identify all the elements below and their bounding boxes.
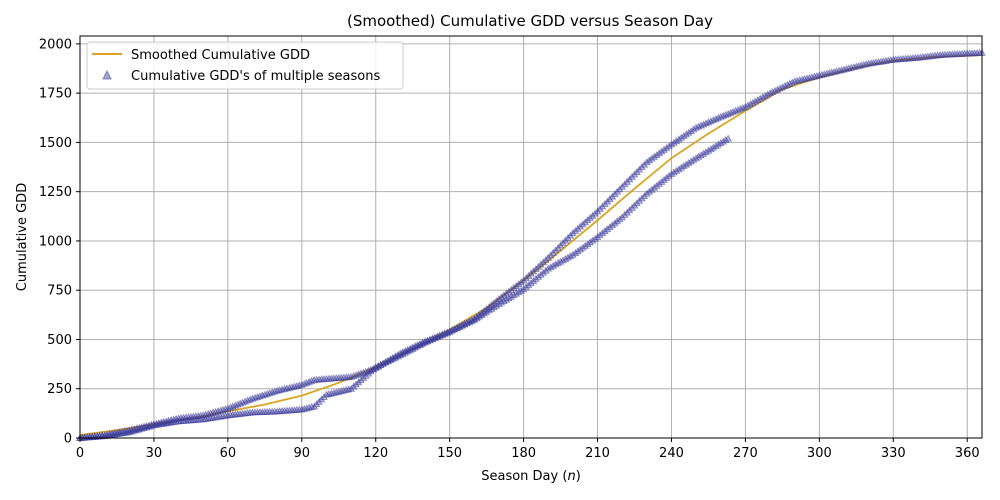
season-marker xyxy=(608,192,617,200)
season-marker xyxy=(605,195,614,203)
season-marker xyxy=(630,170,639,178)
season-markers xyxy=(76,48,986,442)
season-marker xyxy=(544,253,553,261)
season-marker xyxy=(603,197,612,205)
season-marker xyxy=(628,172,636,180)
smoothed-line xyxy=(79,54,980,436)
legend-marker-swatch xyxy=(102,69,112,80)
y-tick-label: 1000 xyxy=(39,234,72,249)
x-axis-ticks: 0 30 60 90 120 150 180 210 240 270 300 330 360 xyxy=(76,438,980,461)
y-tick-label: 750 xyxy=(47,284,72,299)
smoothed-series xyxy=(79,54,980,436)
x-tick-label: 150 xyxy=(437,446,462,461)
y-tick-label: 2000 xyxy=(39,37,72,52)
season-marker xyxy=(601,199,609,207)
y-tick-label: 250 xyxy=(47,382,72,397)
season-marker xyxy=(633,167,641,175)
season-marker xyxy=(618,182,627,190)
season-marker xyxy=(556,241,565,249)
season-marker xyxy=(561,236,570,244)
season-marker xyxy=(613,187,622,195)
x-tick-label: 210 xyxy=(585,446,610,461)
season-marker xyxy=(625,175,634,183)
season-marker xyxy=(554,243,562,251)
y-tick-label: 500 xyxy=(47,333,72,348)
legend-label-seasons: Cumulative GDD's of multiple seasons xyxy=(131,69,380,84)
x-tick-label: 360 xyxy=(955,446,980,461)
y-tick-label: 0 xyxy=(64,432,72,447)
grid-lines xyxy=(79,36,982,439)
season-marker xyxy=(566,231,575,239)
season-marker xyxy=(559,238,567,246)
season-marker xyxy=(635,165,644,173)
plot-frame xyxy=(79,35,983,439)
x-tick-label: 90 xyxy=(294,446,311,461)
season-marker xyxy=(610,190,619,198)
x-tick-label: 300 xyxy=(807,446,832,461)
x-tick-label: 120 xyxy=(363,446,388,461)
y-axis-label: Cumulative GDD xyxy=(15,183,30,291)
season-marker xyxy=(623,177,631,185)
legend-box xyxy=(86,41,404,90)
season-marker xyxy=(596,204,604,212)
chart-title: (Smoothed) Cumulative GDD versus Season … xyxy=(347,12,713,30)
season-marker xyxy=(551,246,560,254)
x-tick-label: 30 xyxy=(146,446,163,461)
legend: Smoothed Cumulative GDD Cumulative GDD's… xyxy=(86,41,404,90)
season-marker xyxy=(640,160,649,168)
x-tick-label: 180 xyxy=(511,446,536,461)
x-tick-label: 330 xyxy=(881,446,906,461)
x-tick-label: 0 xyxy=(76,446,84,461)
season-marker xyxy=(546,251,555,259)
season-marker xyxy=(724,134,733,142)
season-marker xyxy=(598,202,607,210)
season-marker xyxy=(620,180,629,188)
season-marker xyxy=(564,233,572,241)
legend-label-smoothed: Smoothed Cumulative GDD xyxy=(131,48,310,63)
y-tick-label: 1500 xyxy=(39,136,72,151)
y-tick-label: 1750 xyxy=(39,87,72,102)
x-tick-label: 270 xyxy=(733,446,758,461)
y-tick-label: 1250 xyxy=(39,185,72,200)
season-marker xyxy=(593,207,602,215)
season-marker xyxy=(615,185,624,193)
x-tick-label: 240 xyxy=(659,446,684,461)
y-axis-ticks: 0 250 500 750 1000 1250 1500 1750 2000 xyxy=(39,37,80,447)
x-axis-label: Season Day (n) xyxy=(481,469,581,484)
season-marker xyxy=(549,248,558,256)
season-marker xyxy=(638,163,646,171)
x-tick-label: 60 xyxy=(220,446,237,461)
